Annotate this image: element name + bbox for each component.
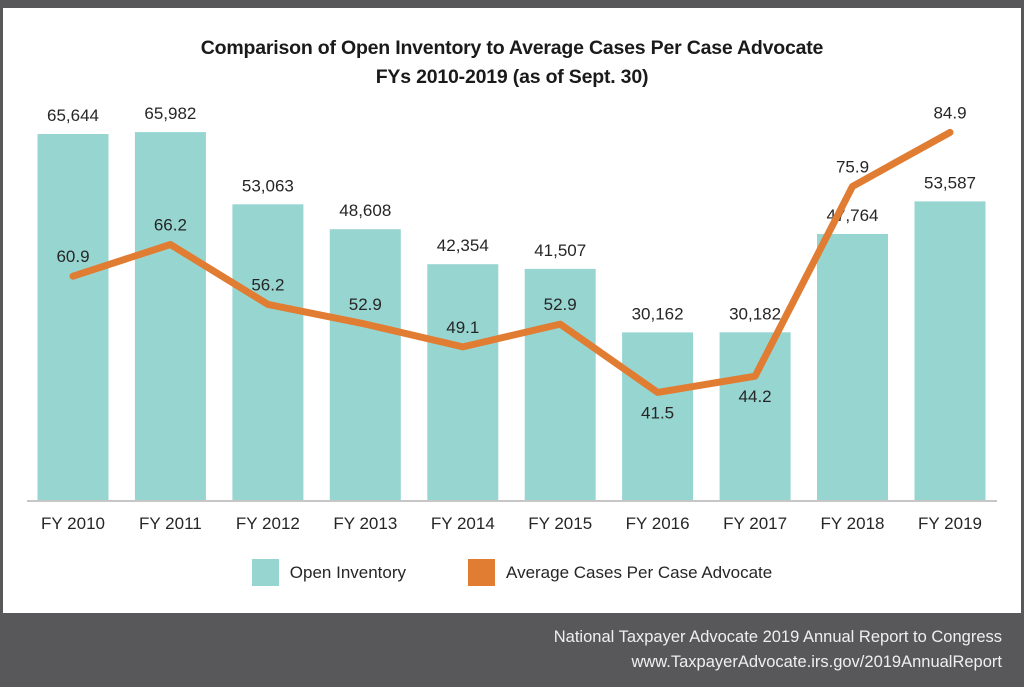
footer-line2: www.TaxpayerAdvocate.irs.gov/2019AnnualR… <box>631 653 1002 671</box>
open-inventory-bar <box>719 332 791 501</box>
x-axis-label: FY 2010 <box>41 514 105 533</box>
line-value-label: 84.9 <box>933 103 966 122</box>
average-cases-trend-line <box>69 128 954 396</box>
line-value-label: 56.2 <box>251 275 284 294</box>
bar-value-label: 65,982 <box>144 104 196 123</box>
chart-title: Comparison of Open Inventory to Average … <box>3 34 1021 92</box>
x-axis-label: FY 2015 <box>528 514 592 533</box>
average-cases-swatch <box>468 559 496 586</box>
legend-item-open-inventory: Open Inventory <box>251 559 407 586</box>
bar-value-label: 48,608 <box>339 201 391 220</box>
bar-value-label: 30,162 <box>632 304 684 323</box>
open-inventory-bar <box>914 201 986 501</box>
legend-label-average-cases: Average Cases Per Case Advocate <box>506 562 773 582</box>
line-value-label: 52.9 <box>349 295 382 314</box>
open-inventory-bar <box>134 132 206 501</box>
legend-label-open-inventory: Open Inventory <box>289 562 407 582</box>
chart-title-line1: Comparison of Open Inventory to Average … <box>200 37 824 59</box>
bar-value-label: 65,644 <box>47 106 99 125</box>
x-axis-label: FY 2012 <box>236 514 300 533</box>
x-axis-label: FY 2016 <box>626 514 690 533</box>
line-value-label: 52.9 <box>544 295 577 314</box>
open-inventory-bar <box>817 234 888 501</box>
bar-value-label: 53,587 <box>924 173 976 192</box>
x-axis-label: FY 2014 <box>431 514 495 533</box>
line-value-label: 75.9 <box>836 157 869 176</box>
bar-value-label: 30,182 <box>729 304 781 323</box>
chart-title-line2: FYs 2010-2019 (as of Sept. 30) <box>375 66 649 88</box>
bar-value-label: 53,063 <box>242 176 294 195</box>
x-axis-label: FY 2011 <box>139 514 202 533</box>
open-inventory-bar <box>622 332 694 501</box>
x-axis-label: FY 2013 <box>333 514 397 533</box>
line-value-label: 66.2 <box>154 216 187 235</box>
legend-item-average-cases: Average Cases Per Case Advocate <box>468 559 772 586</box>
open-inventory-bar <box>329 229 401 501</box>
line-value-label: 44.2 <box>739 387 772 406</box>
combo-chart-plot: 65,644 65,982 53,063 48,608 42,354 41,507 30,1… <box>27 103 997 533</box>
line-value-label: 60.9 <box>56 247 89 266</box>
footer-line1: National Taxpayer Advocate 2019 Annual R… <box>553 628 1002 646</box>
footer-attribution-bar: National Taxpayer Advocate 2019 Annual R… <box>3 613 1021 687</box>
x-axis-label: FY 2017 <box>723 514 787 533</box>
x-axis-label: FY 2018 <box>821 514 885 533</box>
line-value-label: 41.5 <box>641 403 674 422</box>
bar-value-label: 42,354 <box>437 236 489 255</box>
bar-value-label: 41,507 <box>534 241 586 260</box>
open-inventory-bar <box>427 264 499 501</box>
open-inventory-swatch <box>251 559 279 586</box>
legend: Open Inventory Average Cases Per Case Ad… <box>3 559 1021 586</box>
x-axis-label: FY 2019 <box>918 514 982 533</box>
open-inventory-bar <box>37 134 109 501</box>
chart-card: Comparison of Open Inventory to Average … <box>3 8 1021 613</box>
open-inventory-bar <box>232 204 304 502</box>
open-inventory-bar <box>524 268 596 501</box>
line-value-label: 49.1 <box>446 318 479 337</box>
